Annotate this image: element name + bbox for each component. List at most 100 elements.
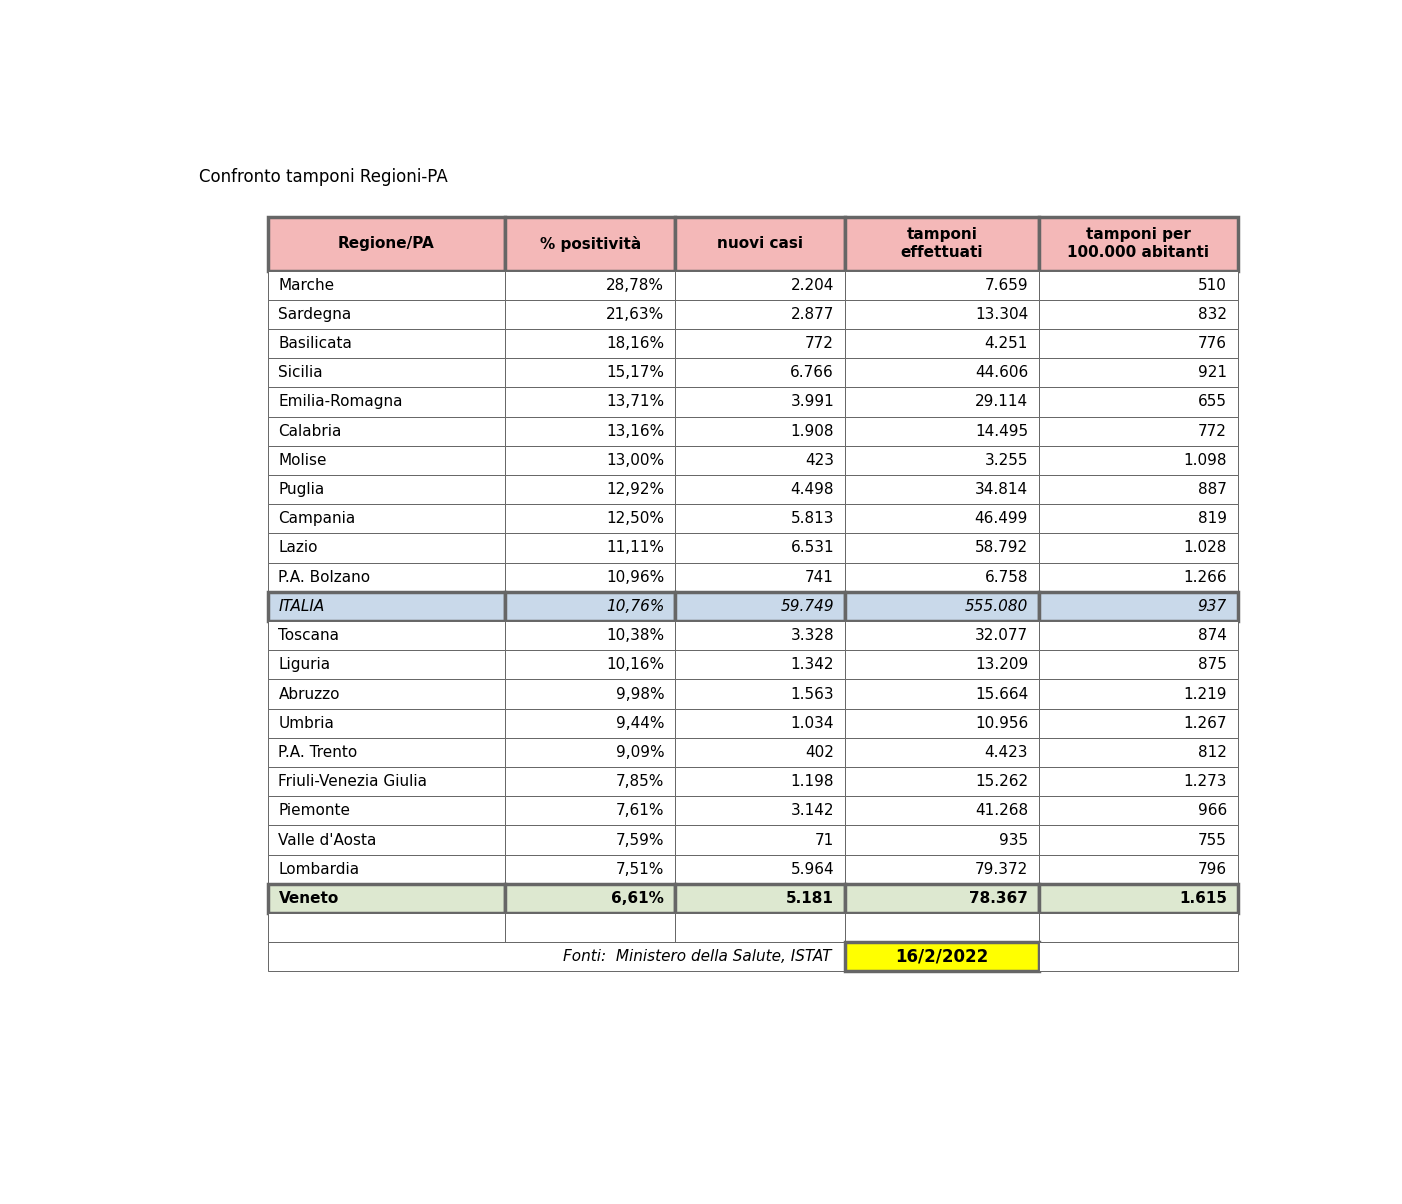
Text: Toscana: Toscana xyxy=(279,628,339,643)
Bar xyxy=(845,217,1039,271)
Bar xyxy=(505,884,676,913)
Bar xyxy=(676,679,845,709)
Text: 1.908: 1.908 xyxy=(791,424,834,438)
Bar xyxy=(845,796,1039,826)
Text: 71: 71 xyxy=(815,832,834,848)
Bar xyxy=(505,826,676,855)
Text: 15.262: 15.262 xyxy=(974,774,1028,789)
Text: 10,38%: 10,38% xyxy=(606,628,665,643)
Bar xyxy=(505,300,676,329)
Bar xyxy=(1039,826,1238,855)
Text: Lombardia: Lombardia xyxy=(279,862,359,877)
Bar xyxy=(845,826,1039,855)
Text: 3.991: 3.991 xyxy=(791,395,834,409)
Text: 9,09%: 9,09% xyxy=(615,745,665,760)
Text: 44.606: 44.606 xyxy=(974,365,1028,380)
Bar xyxy=(1039,445,1238,476)
Bar xyxy=(505,796,676,826)
Text: 1.219: 1.219 xyxy=(1183,686,1227,702)
Text: 13,00%: 13,00% xyxy=(606,453,665,468)
Text: Regione/PA: Regione/PA xyxy=(338,236,435,252)
Bar xyxy=(268,855,505,884)
Bar xyxy=(505,562,676,592)
Bar xyxy=(505,358,676,388)
Text: P.A. Trento: P.A. Trento xyxy=(279,745,358,760)
Text: 4.423: 4.423 xyxy=(984,745,1028,760)
Text: 875: 875 xyxy=(1199,657,1227,672)
Text: 772: 772 xyxy=(805,336,834,352)
Bar xyxy=(505,476,676,504)
Bar xyxy=(268,650,505,679)
Text: 3.255: 3.255 xyxy=(984,453,1028,468)
Bar xyxy=(845,709,1039,738)
Bar xyxy=(676,533,845,562)
Bar xyxy=(676,388,845,417)
Text: 402: 402 xyxy=(805,745,834,760)
Bar xyxy=(845,445,1039,476)
Bar xyxy=(268,271,505,300)
Text: % positività: % positività xyxy=(540,236,641,252)
Text: 10,96%: 10,96% xyxy=(606,569,665,585)
Bar xyxy=(505,621,676,650)
Bar xyxy=(1039,533,1238,562)
Text: 9,44%: 9,44% xyxy=(615,715,665,731)
Text: 4.251: 4.251 xyxy=(984,336,1028,352)
Text: 921: 921 xyxy=(1199,365,1227,380)
Text: 1.266: 1.266 xyxy=(1183,569,1227,585)
Text: 14.495: 14.495 xyxy=(974,424,1028,438)
Bar xyxy=(1039,855,1238,884)
Text: 555.080: 555.080 xyxy=(965,598,1028,614)
Text: Umbria: Umbria xyxy=(279,715,334,731)
Bar xyxy=(1039,943,1238,972)
Bar xyxy=(845,358,1039,388)
Text: 966: 966 xyxy=(1197,803,1227,819)
Bar xyxy=(845,943,1039,972)
Bar xyxy=(268,913,505,943)
Text: 16/2/2022: 16/2/2022 xyxy=(896,948,988,966)
Bar xyxy=(676,767,845,796)
Text: tamponi per
100.000 abitanti: tamponi per 100.000 abitanti xyxy=(1067,228,1210,260)
Bar xyxy=(268,796,505,826)
Text: Lazio: Lazio xyxy=(279,541,318,555)
Bar xyxy=(268,562,505,592)
Text: 29.114: 29.114 xyxy=(974,395,1028,409)
Text: 7,61%: 7,61% xyxy=(615,803,665,819)
Bar xyxy=(268,592,505,621)
Text: Abruzzo: Abruzzo xyxy=(279,686,339,702)
Bar xyxy=(676,855,845,884)
Bar xyxy=(268,533,505,562)
Bar xyxy=(845,621,1039,650)
Text: 10.956: 10.956 xyxy=(974,715,1028,731)
Text: 7,51%: 7,51% xyxy=(615,862,665,877)
Text: 3.328: 3.328 xyxy=(791,628,834,643)
Bar xyxy=(1039,913,1238,943)
Bar xyxy=(505,767,676,796)
Bar xyxy=(268,767,505,796)
Text: Friuli-Venezia Giulia: Friuli-Venezia Giulia xyxy=(279,774,428,789)
Bar xyxy=(845,650,1039,679)
Bar xyxy=(268,388,505,417)
Text: 41.268: 41.268 xyxy=(974,803,1028,819)
Bar xyxy=(505,650,676,679)
Bar xyxy=(676,709,845,738)
Bar xyxy=(505,445,676,476)
Bar xyxy=(676,271,845,300)
Text: nuovi casi: nuovi casi xyxy=(716,236,803,252)
Bar xyxy=(1039,271,1238,300)
Text: 12,50%: 12,50% xyxy=(606,512,665,526)
Text: 58.792: 58.792 xyxy=(974,541,1028,555)
Text: 755: 755 xyxy=(1199,832,1227,848)
Bar xyxy=(268,504,505,533)
Text: 28,78%: 28,78% xyxy=(606,278,665,293)
Bar xyxy=(676,300,845,329)
Bar xyxy=(1039,796,1238,826)
Text: 13.209: 13.209 xyxy=(974,657,1028,672)
Bar xyxy=(1039,679,1238,709)
Bar xyxy=(1039,738,1238,767)
Bar xyxy=(845,329,1039,358)
Text: 6.758: 6.758 xyxy=(984,569,1028,585)
Text: Piemonte: Piemonte xyxy=(279,803,350,819)
Bar xyxy=(1039,592,1238,621)
Text: P.A. Bolzano: P.A. Bolzano xyxy=(279,569,370,585)
Text: 772: 772 xyxy=(1199,424,1227,438)
